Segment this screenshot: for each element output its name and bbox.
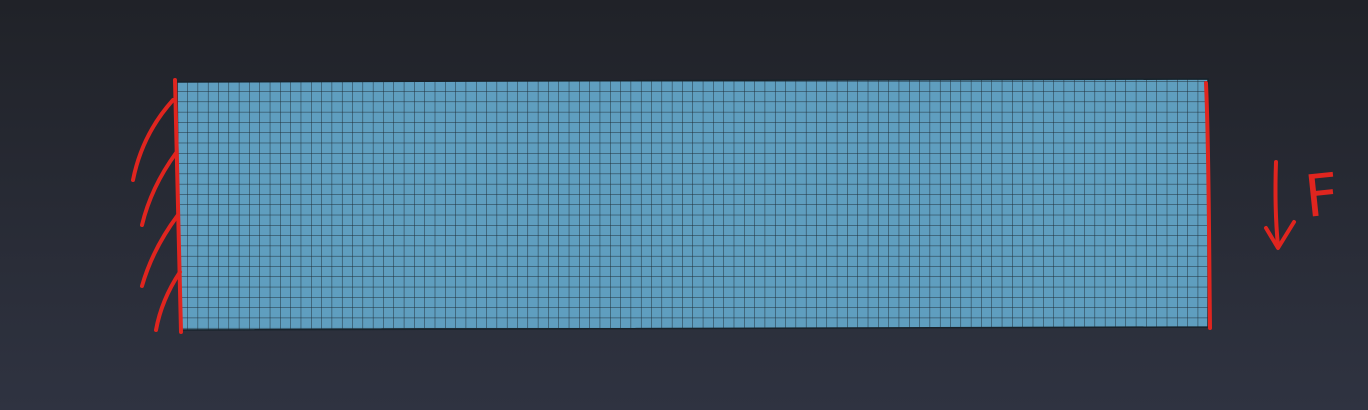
hatch-mark [131,98,175,182]
beam-mesh-body [176,78,1209,331]
load-label: F [1302,160,1342,231]
fixed-support-line [173,78,183,334]
hatch-mark [140,213,180,288]
load-edge-line [1204,81,1212,330]
load-arrow-head [1264,220,1296,250]
load-arrow-shaft [1273,160,1280,248]
hatch-mark [140,151,178,227]
beam-mesh [176,78,1209,331]
fixed-support-hatching [131,98,182,332]
hatch-mark [154,270,182,332]
load-arrow [1264,160,1296,250]
